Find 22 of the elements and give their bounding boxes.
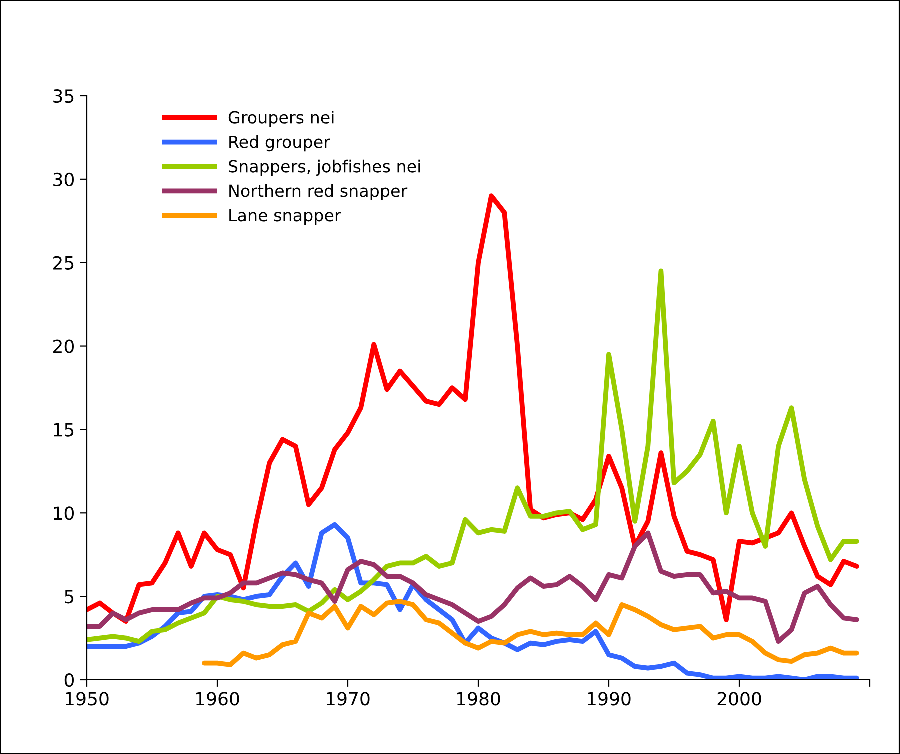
y-tick-label: 30 [54,172,74,187]
x-tick-label: 1960 [196,692,240,706]
legend-label: Snappers, jobfishes nei [229,160,420,176]
y-tick-label: 20 [54,340,74,354]
y-tick-label: 10 [54,506,74,520]
line-series [202,599,860,668]
y-tick-label: 5 [65,590,74,604]
legend-label: Red grouper [230,135,330,152]
x-tick-label: 2000 [718,692,762,706]
y-tick-label: 35 [54,89,74,104]
line-series [87,268,860,644]
legend-label: Northern red snapper [230,184,408,201]
y-tick-label: 15 [54,423,74,437]
x-tick-label: 1990 [588,692,631,706]
x-tick-label: 1970 [327,692,370,706]
y-tick-label: 25 [54,256,74,270]
x-tick-label: 1980 [458,692,500,706]
legend-label: Lane snapper [230,209,342,225]
legend-label: Groupers nei [228,111,334,128]
x-tick-label: 1950 [66,692,109,706]
y-tick-label: 0 [64,673,74,688]
line-series [87,530,860,644]
